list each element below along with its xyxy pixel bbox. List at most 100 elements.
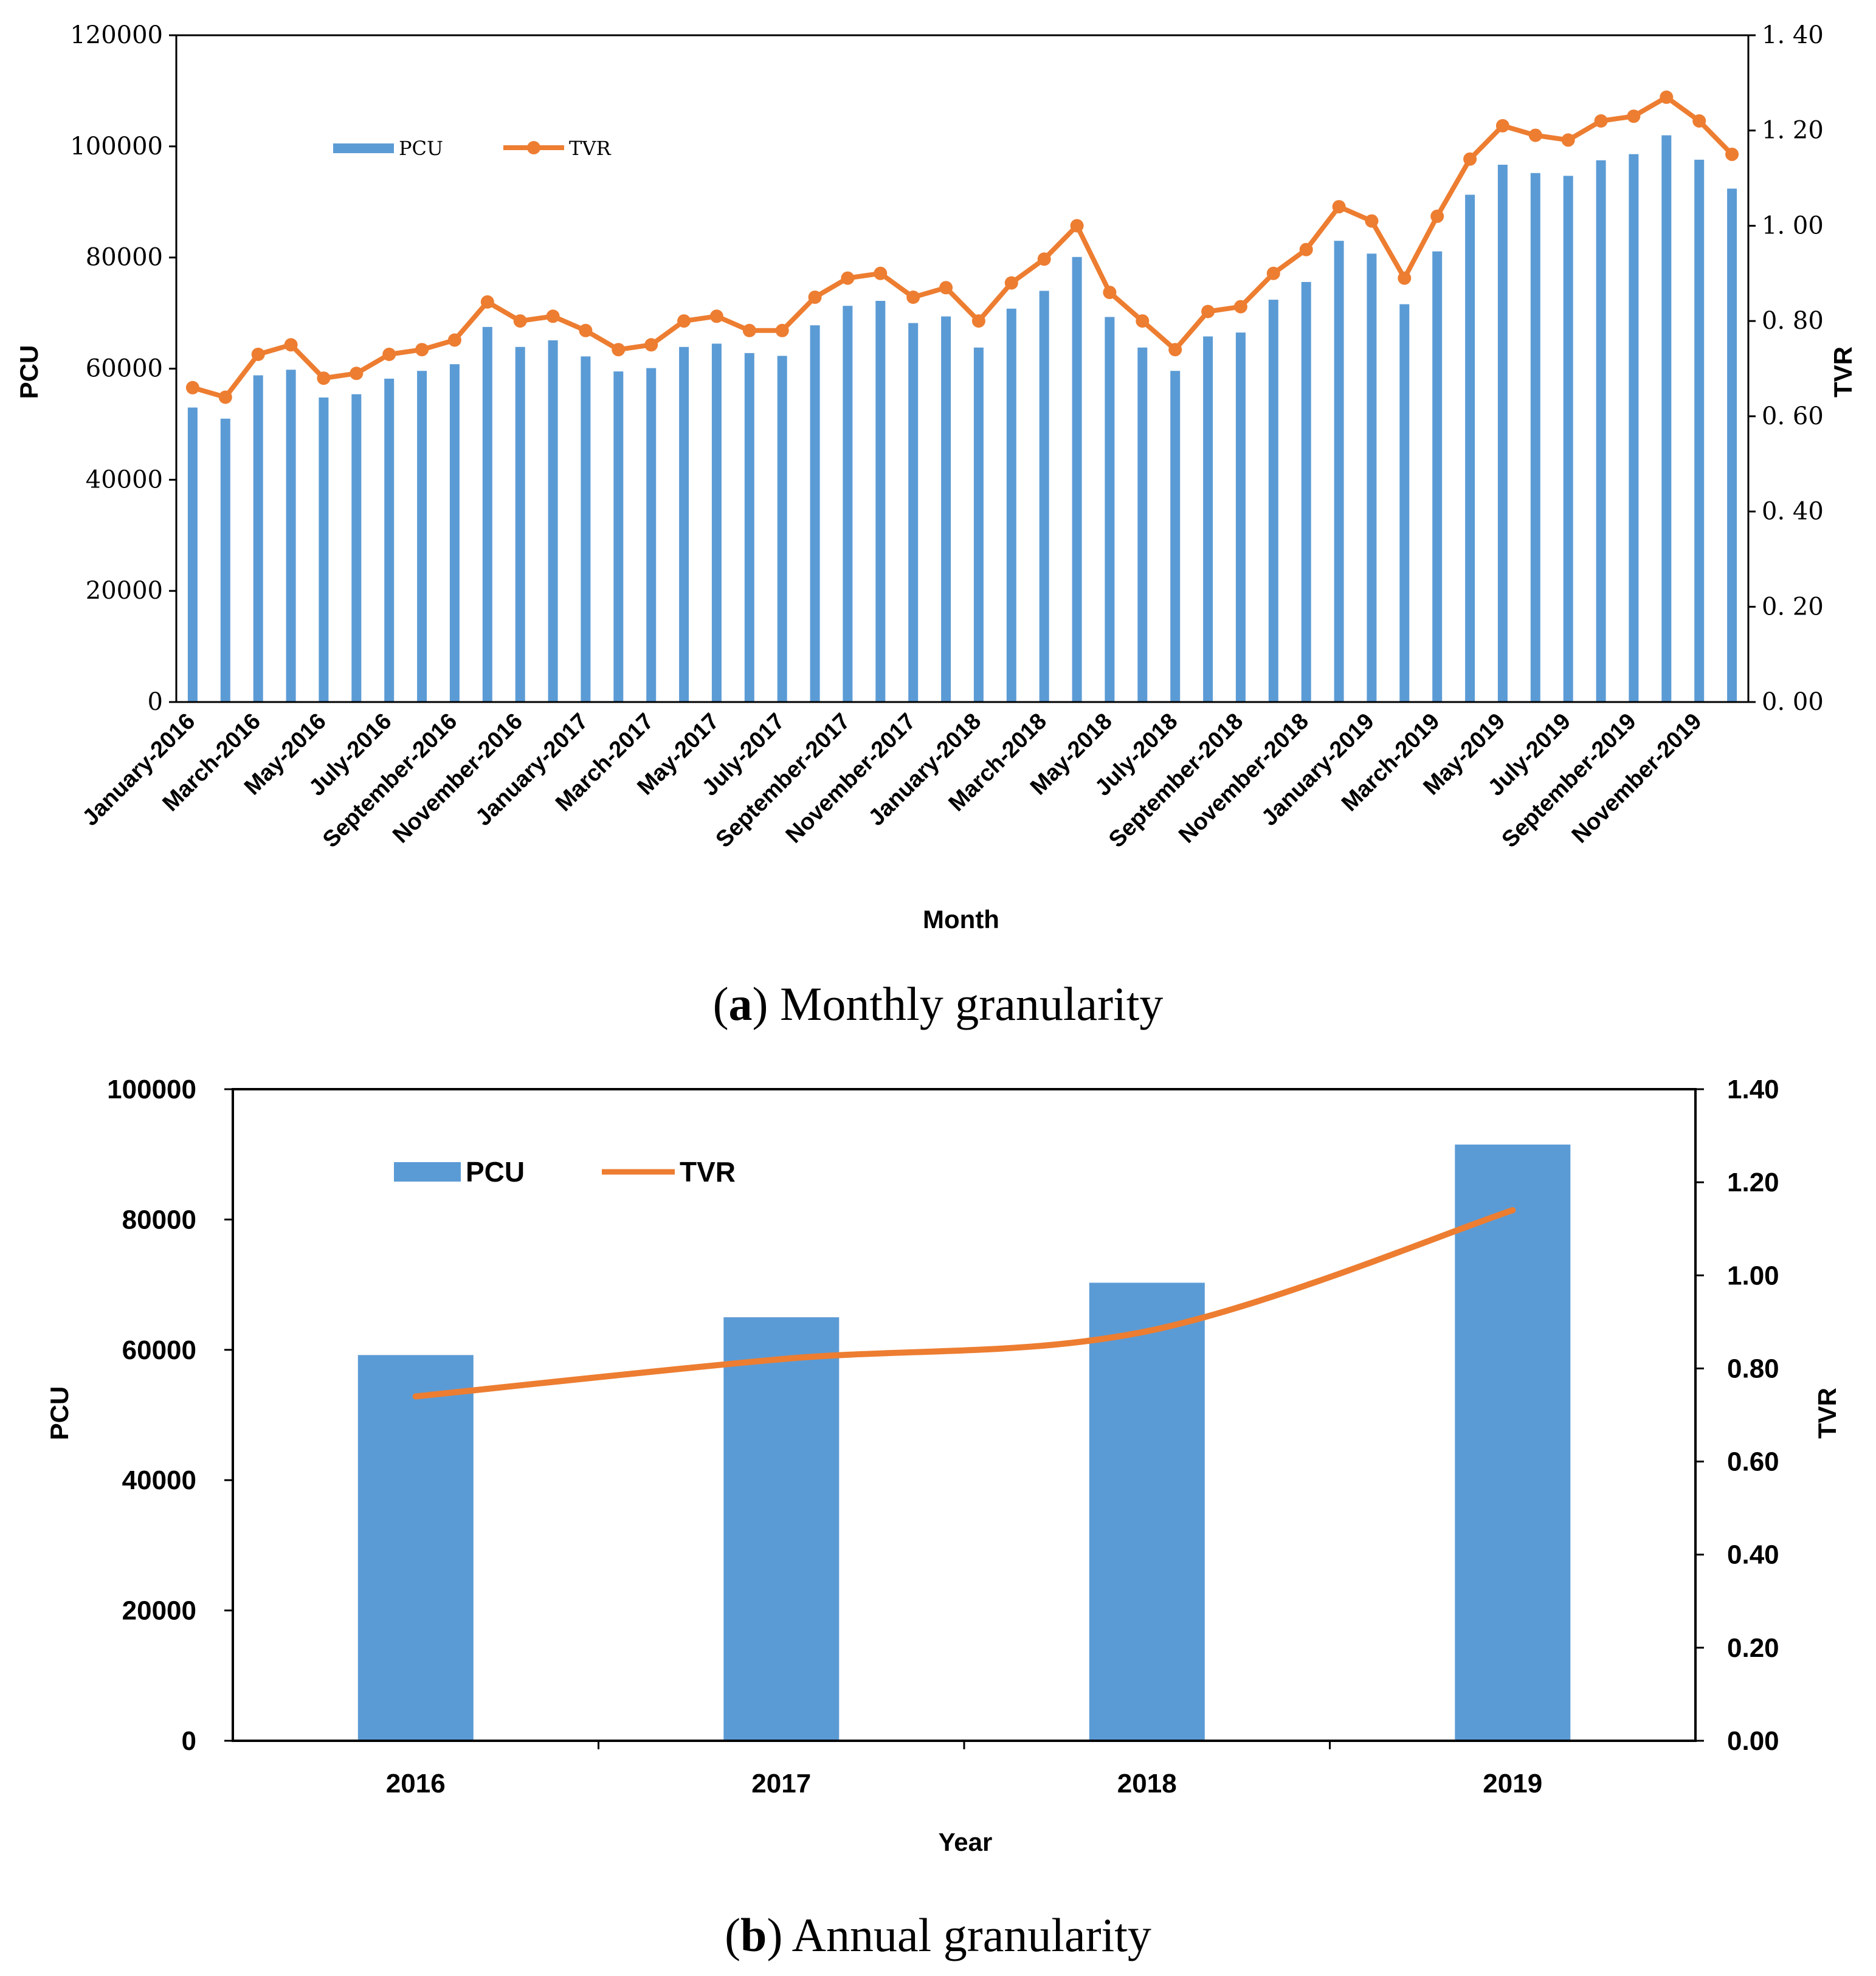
a-bar-July-2018	[1170, 371, 1181, 702]
b-y2-tick-label: 0.20	[1727, 1633, 1779, 1663]
a-tvr-point-September-2018	[1233, 300, 1247, 314]
b-x-axis-title: Year	[939, 1828, 993, 1856]
b-y2-axis-title: TVR	[1813, 1388, 1841, 1439]
a-y-axis-title: PCU	[15, 345, 43, 399]
legend-a-line-marker	[527, 141, 540, 154]
b-tvr-point-2019	[1509, 1207, 1516, 1214]
legend-a-bar-swatch	[333, 143, 394, 153]
a-tvr-point-February-2017	[612, 343, 626, 357]
a-bar-June-2016	[351, 394, 362, 702]
caption-b-label: b	[740, 1909, 767, 1961]
a-tvr-point-March-2016	[251, 348, 265, 361]
a-tvr-point-October-2018	[1266, 266, 1280, 280]
a-bar-March-2019	[1432, 251, 1443, 703]
b-tvr-point-2017	[778, 1356, 785, 1363]
a-tvr-point-August-2018	[1201, 305, 1215, 318]
a-bar-May-2016	[319, 398, 329, 702]
b-y2-tick-label: 0.40	[1727, 1540, 1779, 1570]
a-bar-January-2019	[1367, 253, 1377, 702]
chart-a: 0 20000 40000 60000 80000 100000 120000 0. 00 0…	[15, 21, 1857, 934]
a-bar-September-2018	[1235, 332, 1246, 702]
a-bar-September-2016	[449, 364, 460, 702]
a-bar-March-2016	[253, 375, 263, 702]
a-tvr-point-January-2019	[1365, 214, 1379, 228]
a-plot-frame	[175, 34, 1750, 703]
b-y-tick-label: 20000	[122, 1596, 196, 1626]
a-y-tick-label: 100000	[70, 133, 163, 160]
a-tvr-point-June-2018	[1136, 314, 1150, 328]
a-bar-March-2018	[1039, 291, 1049, 702]
a-y2-tick-label: 0. 00	[1762, 688, 1824, 716]
a-bar-January-2018	[973, 347, 984, 702]
a-tvr-point-July-2017	[775, 323, 789, 337]
caption-b: (b) Annual granularity	[725, 1909, 1151, 1961]
b-y-tick-label: 0	[182, 1726, 196, 1756]
a-y2-tick-label: 1. 20	[1762, 117, 1824, 145]
a-tvr-point-November-2016	[513, 314, 527, 328]
a-bar-August-2018	[1203, 336, 1213, 702]
a-x-tick-label: January-2016	[78, 709, 200, 831]
a-bar-June-2018	[1137, 347, 1148, 702]
a-tvr-point-February-2016	[218, 390, 232, 404]
a-tvr-point-September-2019	[1627, 109, 1641, 123]
a-bar-May-2018	[1105, 317, 1115, 702]
a-tvr-point-May-2017	[709, 309, 723, 323]
a-tvr-point-October-2017	[874, 266, 888, 280]
a-bar-February-2017	[613, 371, 624, 702]
a-tvr-point-June-2016	[350, 367, 364, 380]
a-bar-December-2018	[1334, 241, 1344, 702]
a-tvr-point-May-2019	[1495, 119, 1509, 133]
a-bar-December-2017	[941, 316, 951, 702]
caption-a: (a) Monthly granularity	[713, 977, 1164, 1030]
b-tvr-point-2016	[412, 1393, 419, 1400]
caption-a-text: Monthly granularity	[780, 977, 1163, 1030]
a-bar-October-2019	[1661, 135, 1672, 703]
b-bar-2016	[357, 1355, 474, 1741]
b-x-tick-label: 2019	[1483, 1769, 1542, 1799]
a-y-tick-label: 120000	[70, 21, 163, 49]
caption-b-text: Annual granularity	[792, 1909, 1151, 1961]
a-bar-February-2016	[220, 418, 230, 702]
a-tvr-point-October-2019	[1660, 90, 1674, 104]
a-tvr-point-August-2017	[808, 291, 822, 304]
a-tvr-point-February-2018	[1004, 276, 1018, 290]
a-bar-May-2017	[711, 343, 722, 702]
b-plot-frame	[232, 1088, 1697, 1742]
a-bar-September-2019	[1629, 154, 1639, 703]
b-bar-2019	[1455, 1145, 1571, 1741]
a-y2-axis-title: TVR	[1829, 346, 1857, 398]
b-y-tick-label: 40000	[122, 1465, 196, 1495]
b-y-tick-label: 80000	[122, 1205, 196, 1234]
legend-b-line-label: TVR	[680, 1156, 736, 1188]
a-bar-April-2018	[1072, 256, 1082, 702]
a-bar-October-2016	[482, 326, 492, 702]
b-y-tick-label: 60000	[122, 1335, 196, 1365]
a-tvr-point-December-2019	[1725, 147, 1739, 161]
a-tvr-point-November-2017	[906, 291, 920, 304]
a-bar-December-2016	[548, 340, 558, 702]
a-x-tick-label: January-2018	[864, 709, 986, 831]
a-x-tick-label: January-2019	[1257, 709, 1379, 831]
b-y2-tick-label: 0.80	[1727, 1354, 1779, 1383]
a-tvr-point-March-2018	[1037, 252, 1051, 266]
a-y-tick-label: 40000	[86, 466, 163, 494]
a-bar-September-2017	[843, 306, 853, 702]
a-bar-June-2017	[744, 353, 754, 702]
a-bar-March-2017	[646, 368, 657, 702]
caption-a-label: a	[729, 977, 753, 1030]
a-tvr-point-December-2016	[546, 309, 560, 323]
a-bar-February-2018	[1006, 308, 1016, 702]
b-tvr-point-2018	[1143, 1328, 1150, 1335]
a-bar-November-2018	[1301, 281, 1311, 702]
a-tvr-point-January-2017	[579, 323, 593, 337]
a-tvr-point-June-2019	[1528, 128, 1542, 142]
a-bar-November-2017	[908, 323, 919, 702]
legend-a-line-label: TVR	[569, 137, 611, 160]
a-bar-August-2016	[417, 371, 427, 702]
a-tvr-point-July-2019	[1561, 133, 1575, 147]
b-tvr-line	[412, 1207, 1516, 1400]
a-y2-tick-label: 1. 00	[1762, 212, 1824, 239]
a-tvr-point-September-2017	[841, 271, 855, 285]
a-x-axis-title: Month	[923, 905, 999, 934]
